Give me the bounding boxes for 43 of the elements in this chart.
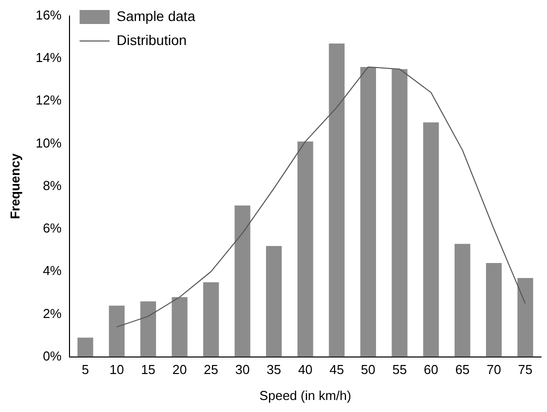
y-tick-label: 16% [36, 7, 62, 22]
bar [328, 44, 345, 357]
x-tick-label: 50 [360, 362, 376, 378]
x-tick-label: 35 [266, 362, 282, 378]
bar [108, 306, 125, 357]
x-tick-label: 30 [235, 362, 250, 378]
x-tick-label: 60 [424, 362, 438, 378]
x-tick-label: 55 [392, 362, 407, 378]
bar [454, 244, 470, 357]
bar [140, 301, 156, 357]
y-tick-label: 14% [36, 50, 62, 66]
x-tick-label: 15 [140, 362, 156, 378]
bar [77, 338, 94, 357]
y-tick-label: 2% [42, 306, 62, 321]
x-tick-label: 40 [298, 362, 313, 378]
y-tick-label: 12% [36, 92, 62, 108]
bar [266, 246, 282, 357]
bar [360, 66, 376, 357]
bar [517, 278, 534, 357]
bar [172, 297, 188, 357]
y-axis-title: Frequency [7, 152, 22, 220]
x-tick-label: 5 [82, 362, 89, 378]
x-tick-label: 75 [518, 362, 533, 378]
x-axis-title: Speed (in km/h) [259, 388, 352, 403]
bar [297, 142, 314, 357]
x-tick-label: 70 [486, 362, 502, 378]
y-tick-label: 0% [42, 348, 62, 364]
y-tick-label: 10% [36, 135, 62, 150]
x-tick-label: 65 [455, 362, 470, 378]
x-tick-label: 20 [172, 362, 187, 378]
x-tick-label: 25 [204, 362, 218, 378]
legend-label: Sample data [116, 8, 196, 24]
legend-label: Distribution [116, 32, 187, 48]
y-tick-label: 4% [42, 263, 62, 278]
bar [234, 205, 250, 357]
x-tick-label: 10 [110, 362, 124, 378]
y-tick-label: 6% [42, 220, 62, 236]
x-tick-label: 45 [330, 362, 344, 378]
bar [392, 69, 408, 357]
bar [203, 282, 219, 357]
bar [423, 122, 439, 357]
bar [486, 263, 502, 357]
y-tick-label: 8% [42, 178, 62, 193]
